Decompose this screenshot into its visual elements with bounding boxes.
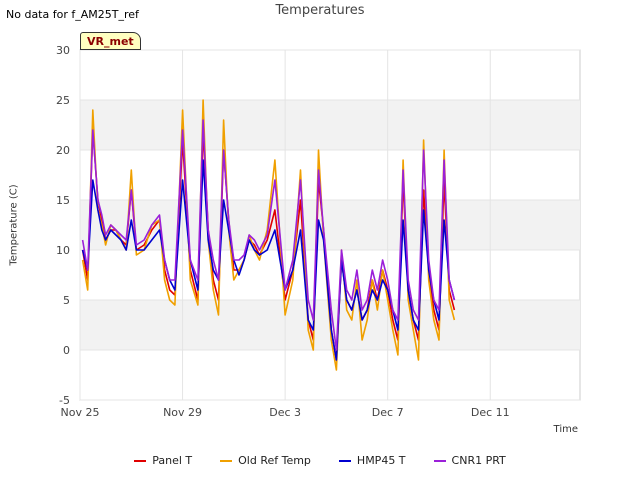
legend-swatch — [220, 459, 233, 462]
y-tick-label: 10 — [56, 244, 70, 257]
series-cnr1-prt — [81, 119, 456, 351]
y-tick-label: 15 — [56, 194, 70, 207]
x-tick-label: Nov 25 — [61, 406, 100, 419]
x-axis-label: Time — [553, 424, 578, 435]
legend-item: Old Ref Temp — [220, 454, 311, 467]
legend-label: HMP45 T — [356, 454, 406, 467]
legend-swatch — [433, 459, 446, 462]
y-tick-label: 30 — [56, 44, 70, 57]
legend-item: CNR1 PRT — [433, 454, 506, 467]
series-hmp45-t — [81, 159, 456, 361]
y-tick-label: 25 — [56, 94, 70, 107]
station-badge: VR_met — [80, 32, 141, 50]
legend-swatch — [134, 459, 147, 462]
legend-label: Panel T — [152, 454, 193, 467]
legend-label: Old Ref Temp — [238, 454, 311, 467]
y-axis-label: Temperature (C) — [8, 184, 20, 266]
y-tick-label: 5 — [63, 294, 70, 307]
y-tick-label: 0 — [63, 344, 70, 357]
y-tick-label: 20 — [56, 144, 70, 157]
legend-item: Panel T — [134, 454, 192, 467]
x-tick-label: Dec 7 — [372, 406, 404, 419]
band-2 — [80, 100, 580, 150]
band-1 — [80, 200, 580, 250]
status-text: No data for f_AM25T_ref — [6, 8, 139, 21]
x-tick-label: Dec 3 — [269, 406, 301, 419]
legend-item: HMP45 T — [338, 454, 406, 467]
legend-label: CNR1 PRT — [451, 454, 506, 467]
x-tick-label: Dec 11 — [471, 406, 510, 419]
chart-title: Temperatures — [275, 3, 365, 18]
x-tick-label: Nov 29 — [163, 406, 202, 419]
y-tick-label: -5 — [59, 394, 70, 407]
legend-swatch — [338, 459, 351, 462]
legend: Panel T Old Ref Temp HMP45 T CNR1 PRT — [0, 454, 640, 467]
